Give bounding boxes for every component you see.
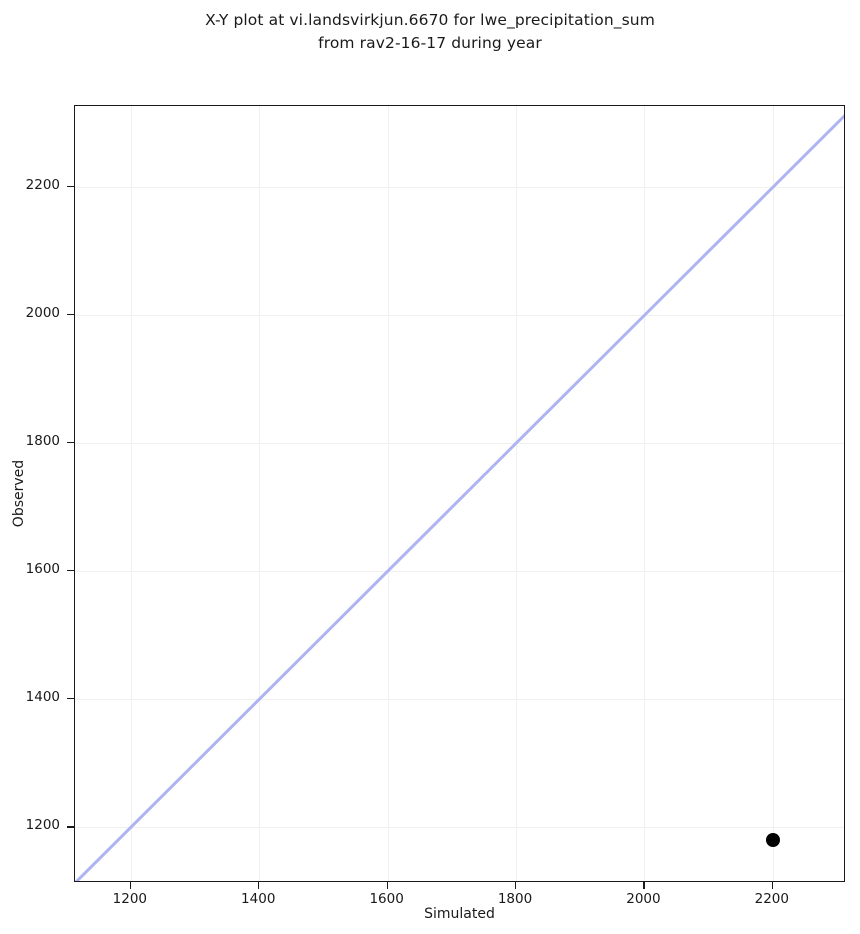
y-axis-tick-label: 2000 — [25, 305, 60, 322]
y-axis-tick — [67, 570, 74, 572]
x-axis-tick — [129, 882, 132, 889]
y-axis-tick-label: 2200 — [25, 177, 60, 194]
x-axis-tick — [258, 882, 260, 889]
gridline-horizontal — [75, 315, 844, 317]
gridline-vertical — [387, 106, 389, 881]
x-axis-tick — [386, 882, 388, 889]
x-axis-tick-label: 1600 — [369, 891, 404, 907]
x-axis-label: Simulated — [424, 906, 495, 922]
x-axis-tick — [771, 882, 773, 889]
data-point-marker — [765, 833, 780, 848]
y-axis-tick — [67, 698, 74, 700]
x-axis-tick — [515, 882, 517, 889]
gridline-horizontal — [75, 699, 844, 701]
y-axis-tick-label: 1200 — [25, 817, 60, 834]
x-axis-tick-label: 2000 — [626, 891, 661, 907]
gridline-vertical — [772, 106, 774, 881]
gridline-vertical — [644, 106, 646, 881]
y-axis-tick — [67, 826, 74, 828]
data-points — [75, 106, 844, 881]
gridline-horizontal — [75, 571, 844, 573]
y-axis-label: Observed — [11, 459, 27, 528]
one-to-one-reference-line — [75, 114, 844, 881]
gridline-horizontal — [75, 443, 844, 445]
x-axis-tick-label: 1800 — [497, 891, 533, 907]
gridlines — [75, 106, 844, 881]
x-axis-tick — [643, 882, 645, 889]
gridline-horizontal — [75, 187, 844, 189]
y-axis-tick — [67, 442, 74, 444]
y-axis-tick-label: 1400 — [25, 689, 60, 706]
x-axis-tick-label: 1400 — [241, 891, 276, 907]
gridline-vertical — [259, 106, 261, 881]
y-axis-tick — [67, 186, 74, 188]
plot-area — [74, 105, 845, 882]
x-axis-tick-label: 2200 — [754, 891, 789, 907]
y-axis-tick-label: 1800 — [25, 433, 60, 450]
chart-title: X-Y plot at vi.landsvirkjun.6670 for lwe… — [205, 11, 655, 52]
gridline-horizontal — [75, 827, 844, 829]
gridline-vertical — [130, 106, 132, 881]
y-axis-tick — [67, 314, 74, 316]
x-axis-tick-label: 1200 — [112, 891, 148, 907]
gridline-vertical — [516, 106, 518, 881]
y-axis-tick-label: 1600 — [25, 561, 60, 578]
